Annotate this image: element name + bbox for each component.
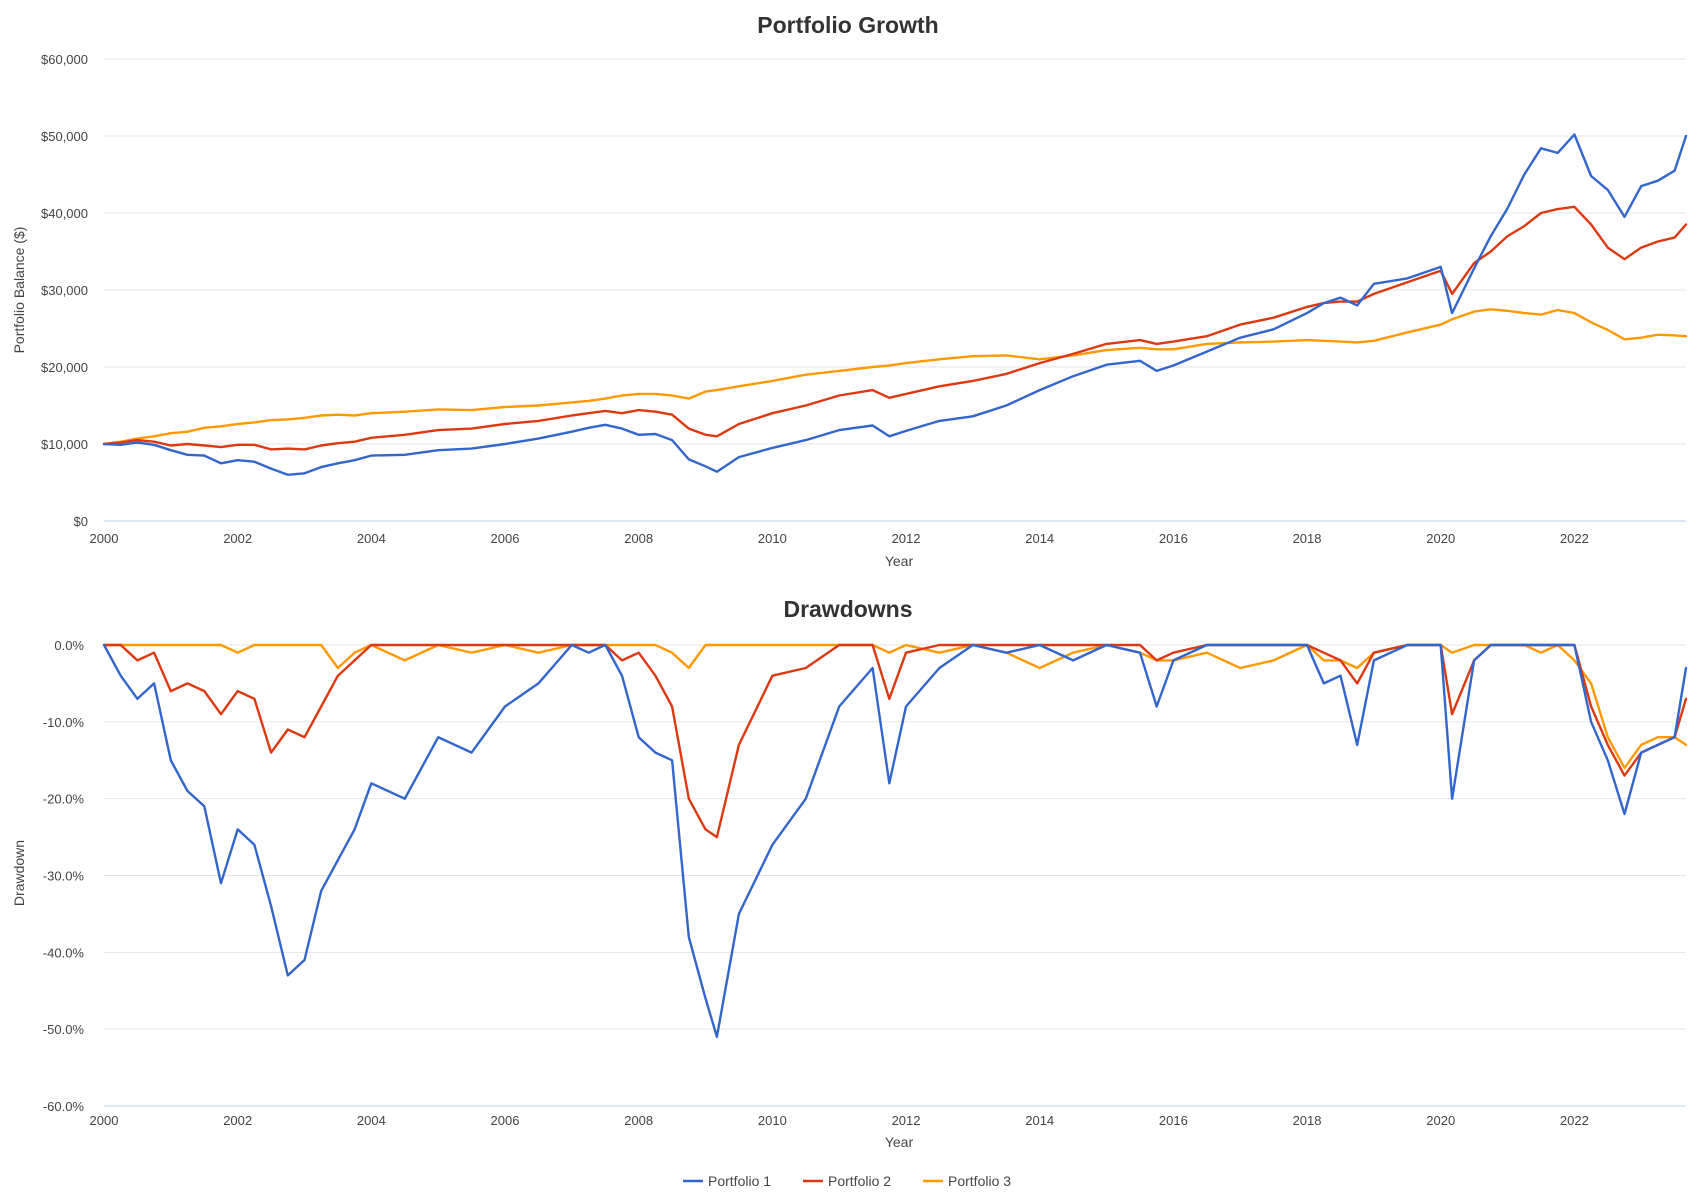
x-tick-label: 2014 bbox=[1025, 531, 1054, 546]
x-tick-label: 2020 bbox=[1426, 1113, 1455, 1128]
x-tick-label: 2002 bbox=[223, 1113, 252, 1128]
legend-label-portfolio-3: Portfolio 3 bbox=[948, 1173, 1011, 1189]
x-tick-label: 2010 bbox=[758, 531, 787, 546]
portfolio-growth-chart: Portfolio Growth $0 $10,000 $20,000 $30,000… bbox=[11, 12, 1688, 569]
y-tick-label: -60.0% bbox=[43, 1099, 85, 1114]
plot-series bbox=[102, 133, 1688, 476]
y-axis-label: Portfolio Balance ($) bbox=[11, 227, 27, 354]
y-tick-labels: 0.0% -10.0% -20.0% -30.0% -40.0% -50.0% -60.0% bbox=[43, 638, 85, 1114]
y-tick-label: 0.0% bbox=[54, 638, 84, 653]
legend-item-portfolio-3[interactable]: Portfolio 3 bbox=[923, 1173, 1011, 1189]
chart-title: Portfolio Growth bbox=[757, 12, 938, 38]
x-tick-label: 2010 bbox=[758, 1113, 787, 1128]
x-tick-label: 2000 bbox=[90, 531, 119, 546]
y-tick-label: -30.0% bbox=[43, 869, 85, 884]
chart-title: Drawdowns bbox=[783, 596, 912, 622]
y-tick-label: $40,000 bbox=[41, 206, 88, 221]
x-tick-label: 2000 bbox=[90, 1113, 119, 1128]
y-gridlines bbox=[104, 58, 1686, 522]
x-tick-label: 2008 bbox=[624, 531, 653, 546]
x-tick-labels: 2000 2002 2004 2006 2008 2010 2012 2014 2016 2018… bbox=[90, 1113, 1589, 1128]
legend-item-portfolio-2[interactable]: Portfolio 2 bbox=[803, 1173, 891, 1189]
drawdowns-chart: Drawdowns 0.0% -10.0% -20.0% -30.0% -40.0% -5… bbox=[11, 596, 1688, 1150]
y-tick-label: $60,000 bbox=[41, 52, 88, 67]
x-tick-label: 2002 bbox=[223, 531, 252, 546]
series-line-portfolio-2 bbox=[102, 205, 1688, 451]
y-tick-label: -20.0% bbox=[43, 792, 85, 807]
y-tick-label: -10.0% bbox=[43, 715, 85, 730]
y-tick-label: $10,000 bbox=[41, 437, 88, 452]
legend-item-portfolio-1[interactable]: Portfolio 1 bbox=[683, 1173, 771, 1189]
x-tick-label: 2006 bbox=[491, 1113, 520, 1128]
x-tick-label: 2018 bbox=[1293, 531, 1322, 546]
x-axis-label: Year bbox=[885, 553, 914, 569]
x-tick-label: 2016 bbox=[1159, 531, 1188, 546]
x-tick-label: 2006 bbox=[491, 531, 520, 546]
x-tick-label: 2018 bbox=[1293, 1113, 1322, 1128]
y-tick-label: $20,000 bbox=[41, 360, 88, 375]
plot-series bbox=[102, 643, 1688, 1039]
x-axis-label: Year bbox=[885, 1134, 914, 1150]
y-tick-labels: $0 $10,000 $20,000 $30,000 $40,000 $50,000 $60… bbox=[41, 52, 88, 529]
x-tick-label: 2022 bbox=[1560, 1113, 1589, 1128]
x-tick-label: 2022 bbox=[1560, 531, 1589, 546]
x-tick-label: 2004 bbox=[357, 531, 386, 546]
x-tick-label: 2020 bbox=[1426, 531, 1455, 546]
x-tick-label: 2014 bbox=[1025, 1113, 1054, 1128]
series-line-portfolio-1 bbox=[102, 133, 1688, 476]
legend: Portfolio 1 Portfolio 2 Portfolio 3 bbox=[683, 1173, 1011, 1189]
x-tick-label: 2004 bbox=[357, 1113, 386, 1128]
x-tick-labels: 2000 2002 2004 2006 2008 2010 2012 2014 2016 2018… bbox=[90, 531, 1589, 546]
series-line-portfolio-1 bbox=[102, 643, 1688, 1039]
y-axis-label: Drawdown bbox=[11, 840, 27, 906]
x-tick-label: 2008 bbox=[624, 1113, 653, 1128]
y-tick-label: -50.0% bbox=[43, 1022, 85, 1037]
legend-label-portfolio-2: Portfolio 2 bbox=[828, 1173, 891, 1189]
x-tick-label: 2016 bbox=[1159, 1113, 1188, 1128]
x-tick-label: 2012 bbox=[892, 1113, 921, 1128]
y-tick-label: $0 bbox=[74, 514, 88, 529]
y-gridlines bbox=[104, 644, 1686, 1107]
x-tick-label: 2012 bbox=[892, 531, 921, 546]
y-tick-label: $50,000 bbox=[41, 129, 88, 144]
y-tick-label: $30,000 bbox=[41, 283, 88, 298]
legend-label-portfolio-1: Portfolio 1 bbox=[708, 1173, 771, 1189]
y-tick-label: -40.0% bbox=[43, 945, 85, 960]
series-line-portfolio-3 bbox=[102, 308, 1688, 446]
